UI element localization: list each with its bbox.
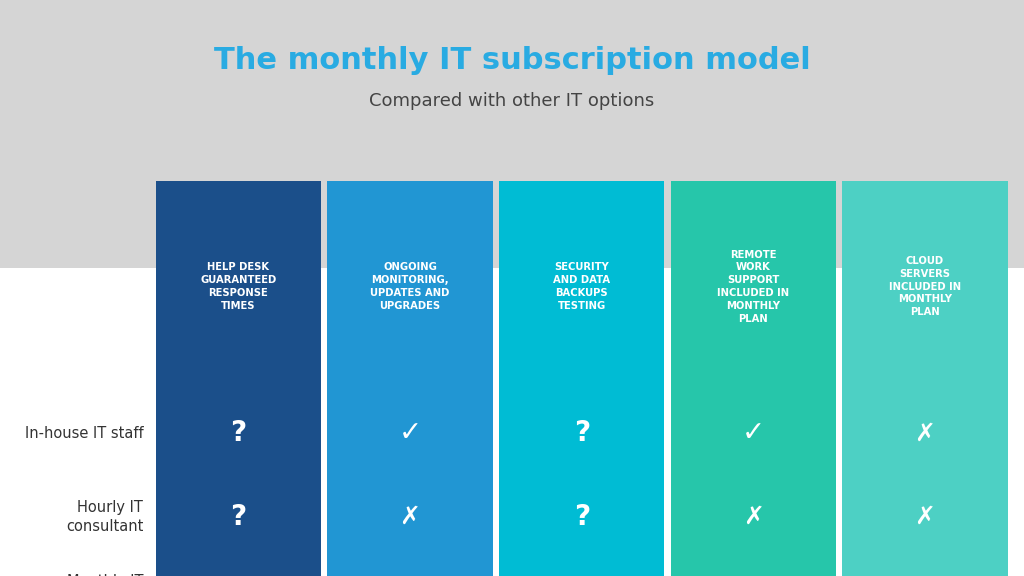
Text: ✗: ✗: [742, 505, 764, 529]
Bar: [156, 181, 322, 392]
Text: ✗: ✗: [399, 505, 421, 529]
Text: ✗: ✗: [914, 422, 935, 445]
Bar: [328, 559, 493, 576]
Text: ?: ?: [230, 419, 247, 448]
Bar: [499, 475, 665, 559]
Text: In-house IT staff: In-house IT staff: [25, 426, 143, 441]
Bar: [156, 559, 322, 576]
Bar: [156, 475, 322, 559]
Bar: [328, 392, 493, 475]
Bar: [499, 181, 665, 392]
Text: ?: ?: [573, 419, 590, 448]
Text: ✗: ✗: [914, 505, 935, 529]
Bar: [156, 392, 322, 475]
Bar: [671, 559, 836, 576]
Text: REMOTE
WORK
SUPPORT
INCLUDED IN
MONTHLY
PLAN: REMOTE WORK SUPPORT INCLUDED IN MONTHLY …: [717, 249, 790, 324]
Text: ✓: ✓: [398, 419, 422, 448]
Bar: [842, 559, 1008, 576]
Text: ✓: ✓: [741, 419, 765, 448]
Text: ?: ?: [230, 503, 247, 531]
Text: Monthly IT
subscription
(managed
services): Monthly IT subscription (managed service…: [53, 574, 143, 576]
Bar: [671, 181, 836, 392]
Text: Compared with other IT options: Compared with other IT options: [370, 92, 654, 110]
Text: HELP DESK
GUARANTEED
RESPONSE
TIMES: HELP DESK GUARANTEED RESPONSE TIMES: [201, 262, 276, 311]
Bar: [671, 475, 836, 559]
Text: CLOUD
SERVERS
INCLUDED IN
MONTHLY
PLAN: CLOUD SERVERS INCLUDED IN MONTHLY PLAN: [889, 256, 961, 317]
Bar: [499, 392, 665, 475]
Bar: [842, 392, 1008, 475]
Bar: [0, 0, 1024, 268]
Bar: [0, 268, 1024, 576]
Bar: [671, 392, 836, 475]
Bar: [499, 559, 665, 576]
Text: Hourly IT
consultant: Hourly IT consultant: [66, 500, 143, 534]
Text: SECURITY
AND DATA
BACKUPS
TESTING: SECURITY AND DATA BACKUPS TESTING: [553, 262, 610, 311]
Bar: [842, 181, 1008, 392]
Bar: [842, 475, 1008, 559]
Bar: [328, 181, 493, 392]
Text: ONGOING
MONITORING,
UPDATES AND
UPGRADES: ONGOING MONITORING, UPDATES AND UPGRADES: [371, 262, 450, 311]
Bar: [328, 475, 493, 559]
Text: ?: ?: [573, 503, 590, 531]
Text: The monthly IT subscription model: The monthly IT subscription model: [214, 46, 810, 75]
